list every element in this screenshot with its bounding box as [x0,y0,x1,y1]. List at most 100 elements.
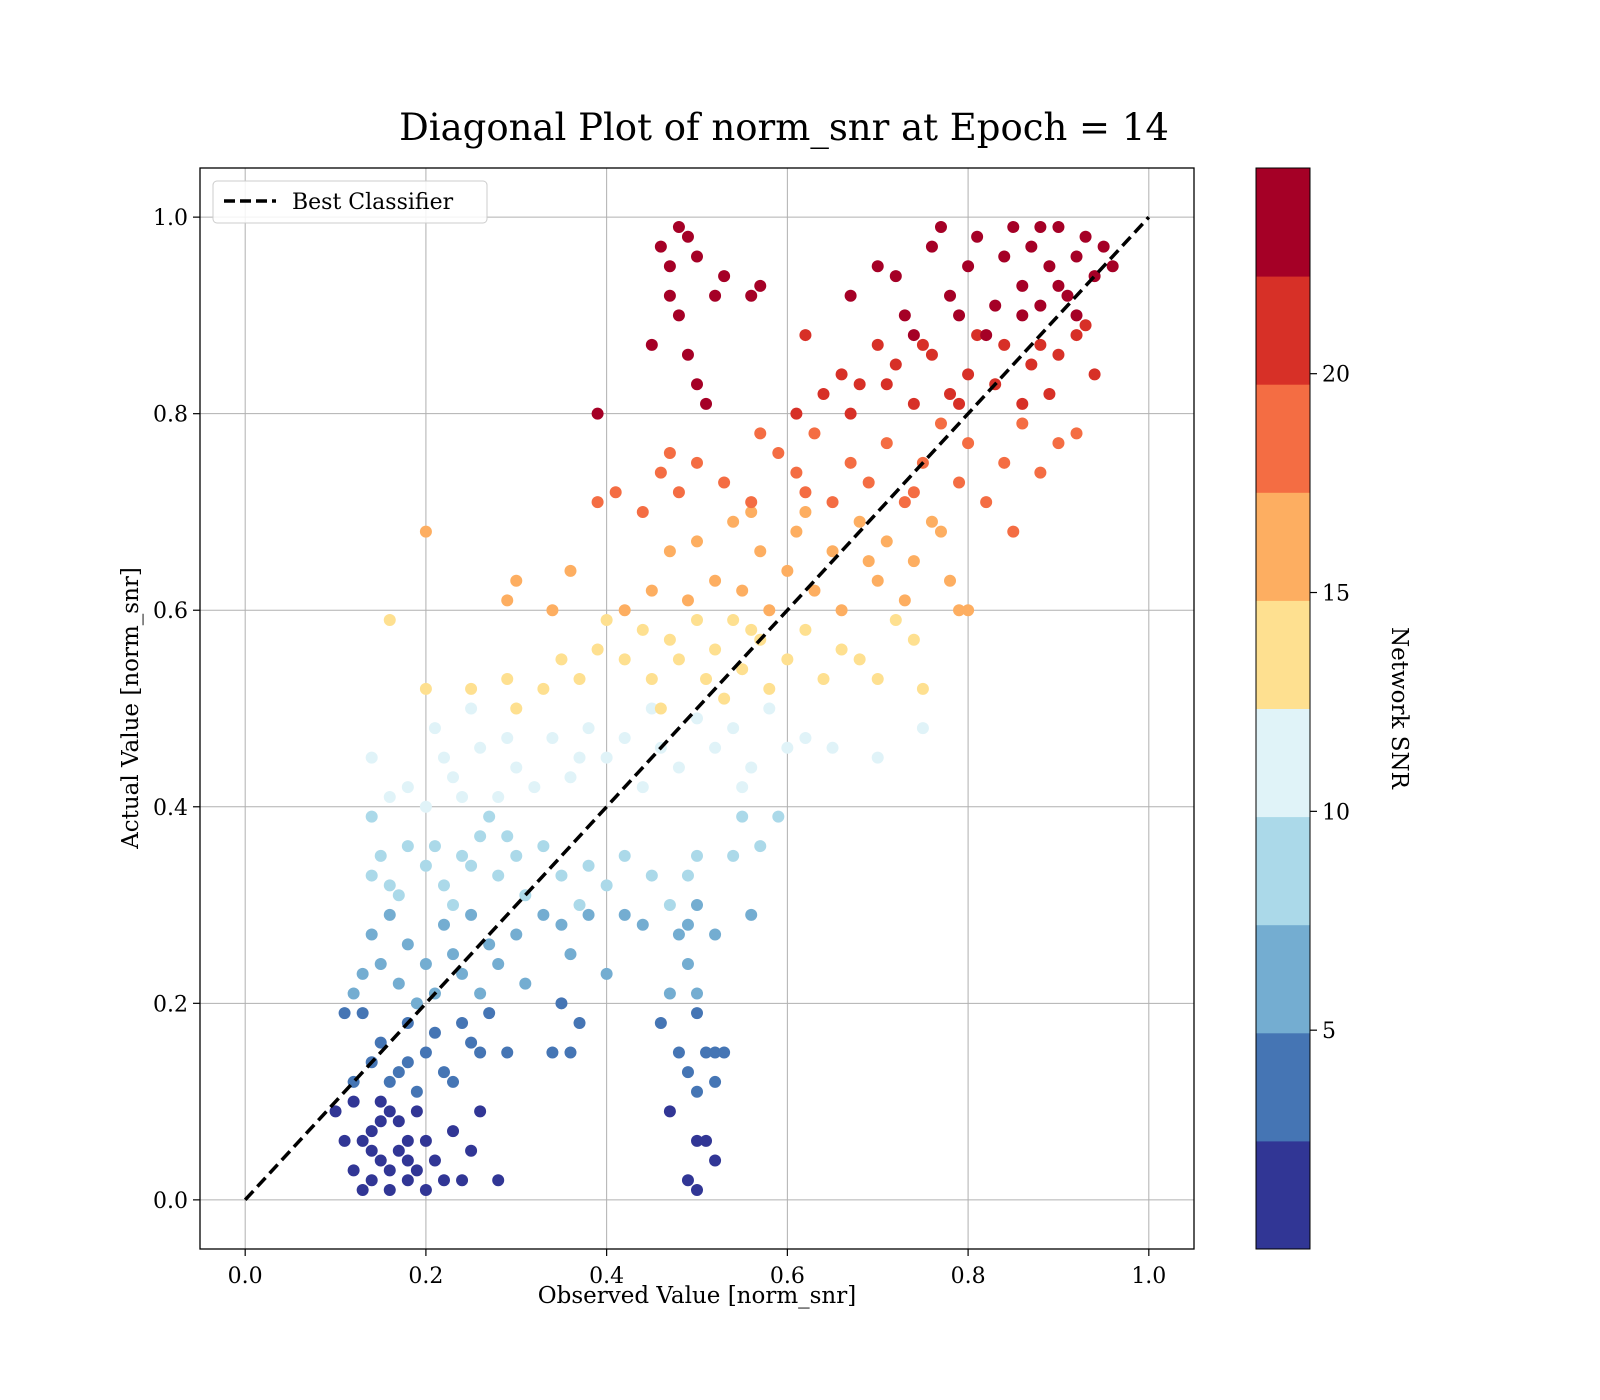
data-point [347,1164,360,1177]
legend: Best Classifier [212,180,488,224]
data-point [718,270,731,283]
data-point [573,1016,586,1029]
data-point [727,722,740,735]
colorbar-bin [1256,276,1310,385]
data-point [681,348,694,361]
data-point [944,574,957,587]
data-point [465,908,478,921]
data-point [790,525,803,538]
colorbar-bin [1256,600,1310,709]
data-point [700,1134,713,1147]
data-point [401,781,414,794]
x-axis-ticks: 0.0 0.2 0.4 0.6 0.8 1.0 [228,1249,1166,1289]
data-point [401,840,414,853]
data-point [428,1154,441,1167]
data-point [1016,279,1029,292]
data-point [853,653,866,666]
y-axis-label: Actual Value [norm_snr] [118,567,144,850]
data-point [799,505,812,518]
data-point [934,220,947,233]
data-point [907,555,920,568]
colorbar-tick-label: 5 [1322,1019,1336,1044]
data-point [844,289,857,302]
data-point [410,1164,423,1177]
data-point [492,1174,505,1187]
data-point [437,1174,450,1187]
data-point [401,1134,414,1147]
data-point [745,505,758,518]
data-point [1034,299,1047,312]
data-point [618,849,631,862]
colorbar-frame [1255,167,1311,1250]
data-point [1070,329,1083,342]
data-point [817,673,830,686]
colorbar-bin [1256,492,1310,601]
data-point [582,908,595,921]
data-point [356,1007,369,1020]
data-point [591,407,604,420]
data-point [727,849,740,862]
data-point [745,496,758,509]
colorbar-bin [1256,1140,1310,1250]
data-point [609,486,622,499]
data-point [709,574,722,587]
data-point [709,1154,722,1167]
data-point [691,899,703,912]
data-point [871,260,884,273]
data-point [483,1007,496,1020]
y-tick-label: 0.2 [153,992,188,1017]
data-point [383,614,396,627]
data-point [374,1154,387,1167]
data-point [582,722,595,735]
data-point [691,614,703,627]
data-point [889,358,902,371]
colorbar-tick-label: 10 [1322,800,1350,825]
data-point [826,545,839,558]
data-point [392,1115,405,1128]
data-point [564,564,577,577]
data-point [1025,358,1038,371]
best-classifier-line [243,215,1151,1202]
data-point [392,1066,405,1079]
data-point [401,938,414,951]
data-point [347,1095,360,1108]
data-point [1016,309,1029,322]
colorbar-bin [1256,168,1310,277]
data-point [492,869,505,882]
data-point [663,899,676,912]
data-point [718,692,731,705]
data-point [907,329,920,342]
data-point [483,938,496,951]
data-point [998,338,1011,351]
data-point [654,702,667,715]
data-point [934,417,947,430]
data-point [465,682,478,695]
data-point [799,329,812,342]
data-point [736,810,749,823]
data-point [781,653,794,666]
data-point [1016,397,1029,410]
data-point [456,967,469,980]
data-point [374,958,387,971]
data-point [871,751,884,764]
data-point [501,830,514,843]
data-point [826,741,839,754]
data-point [871,574,884,587]
data-point [1052,220,1065,233]
data-point [1025,240,1038,253]
colorbar-bin [1256,384,1310,493]
data-point [555,653,568,666]
data-point [700,397,713,410]
data-point [356,967,369,980]
data-point [998,456,1011,469]
data-point [447,948,460,961]
data-point [1061,289,1074,302]
data-point [1043,260,1056,273]
data-point [944,388,957,401]
data-point [474,1046,487,1059]
data-point [681,1174,694,1187]
data-point [546,1046,559,1059]
data-point [645,338,658,351]
